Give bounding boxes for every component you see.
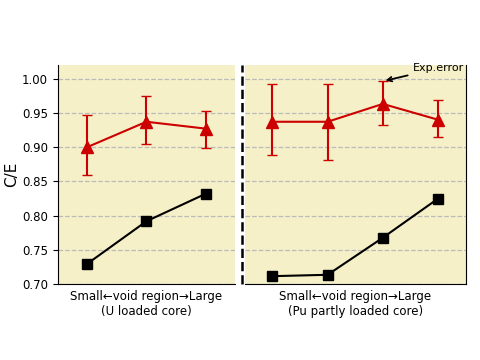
X-axis label: Small←void region→Large
(U loaded core): Small←void region→Large (U loaded core)	[71, 290, 222, 318]
Text: Exp.error: Exp.error	[387, 63, 465, 81]
Y-axis label: C/E: C/E	[4, 162, 19, 187]
X-axis label: Small←void region→Large
(Pu partly loaded core): Small←void region→Large (Pu partly loade…	[279, 290, 431, 318]
